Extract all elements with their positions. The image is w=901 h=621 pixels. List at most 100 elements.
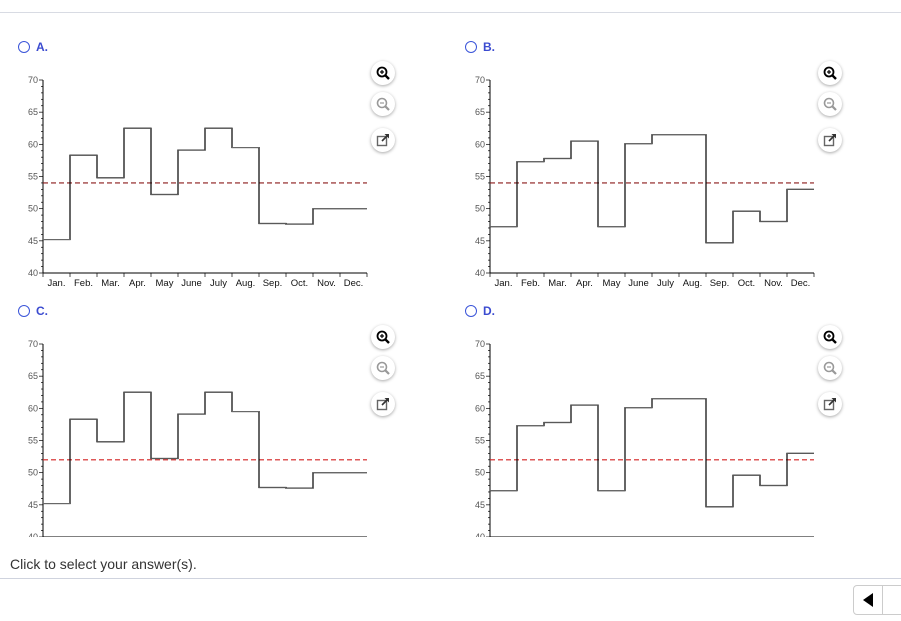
- step-line: [490, 134, 814, 244]
- zoom-out-button[interactable]: [818, 92, 842, 116]
- instruction-text: Click to select your answer(s).: [10, 556, 197, 572]
- y-tick-label: 40: [475, 268, 485, 278]
- x-tick-label: June: [181, 278, 202, 289]
- y-tick-label: 60: [475, 139, 485, 149]
- open-external-button[interactable]: [818, 128, 842, 152]
- option-label: D.: [483, 304, 495, 318]
- y-tick-label: 50: [28, 468, 38, 478]
- y-tick-label: 65: [475, 371, 485, 381]
- open-external-icon: [376, 134, 389, 147]
- x-tick-label: Aug.: [683, 278, 703, 289]
- top-divider: [0, 12, 901, 13]
- y-tick-label: 50: [475, 204, 485, 214]
- x-tick-label: Aug.: [236, 278, 256, 289]
- y-tick-label: 55: [28, 436, 38, 446]
- bottom-divider: [0, 578, 901, 579]
- zoom-in-icon: [823, 330, 837, 344]
- open-external-icon: [823, 398, 836, 411]
- x-tick-label: May: [156, 278, 174, 289]
- zoom-in-button[interactable]: [371, 325, 395, 349]
- zoom-in-button[interactable]: [371, 61, 395, 85]
- zoom-out-icon: [823, 361, 837, 375]
- y-tick-label: 70: [475, 75, 485, 85]
- x-tick-label: Dec.: [344, 278, 364, 289]
- x-tick-label: July: [657, 278, 674, 289]
- option-a[interactable]: A.: [18, 40, 48, 54]
- x-tick-label: Mar.: [101, 278, 119, 289]
- open-external-button[interactable]: [818, 392, 842, 416]
- radio-button[interactable]: [465, 41, 477, 53]
- x-tick-label: Feb.: [74, 278, 93, 289]
- open-external-button[interactable]: [371, 392, 395, 416]
- zoom-out-icon: [376, 361, 390, 375]
- x-tick-label: Apr.: [129, 278, 146, 289]
- x-tick-label: Oct.: [291, 278, 308, 289]
- zoom-in-icon: [823, 66, 837, 80]
- x-tick-label: Jan.: [48, 278, 66, 289]
- y-tick-label: 70: [28, 339, 38, 349]
- y-tick-label: 70: [28, 75, 38, 85]
- radio-button[interactable]: [465, 305, 477, 317]
- zoom-in-icon: [376, 66, 390, 80]
- zoom-in-icon: [376, 330, 390, 344]
- radio-button[interactable]: [18, 305, 30, 317]
- y-tick-label: 50: [475, 468, 485, 478]
- next-button[interactable]: [883, 586, 901, 614]
- zoom-out-button[interactable]: [371, 356, 395, 380]
- y-tick-label: 70: [475, 339, 485, 349]
- step-line: [43, 391, 367, 505]
- x-tick-label: Mar.: [548, 278, 566, 289]
- y-tick-label: 40: [28, 532, 38, 537]
- zoom-out-icon: [376, 97, 390, 111]
- y-tick-label: 40: [475, 532, 485, 537]
- navigation-buttons: [853, 585, 901, 615]
- x-tick-label: Dec.: [791, 278, 811, 289]
- y-tick-label: 60: [28, 139, 38, 149]
- option-label: C.: [36, 304, 48, 318]
- step-chart: 40455055606570Jan.Feb.Mar.Apr.MayJuneJul…: [28, 339, 367, 537]
- option-label: B.: [483, 40, 495, 54]
- option-c[interactable]: C.: [18, 304, 48, 318]
- option-label: A.: [36, 40, 48, 54]
- y-tick-label: 40: [28, 268, 38, 278]
- y-tick-label: 55: [475, 172, 485, 182]
- y-tick-label: 45: [28, 500, 38, 510]
- x-tick-label: Sep.: [710, 278, 730, 289]
- y-tick-label: 65: [28, 371, 38, 381]
- zoom-out-icon: [823, 97, 837, 111]
- radio-button[interactable]: [18, 41, 30, 53]
- x-tick-label: Oct.: [738, 278, 755, 289]
- open-external-icon: [376, 398, 389, 411]
- y-tick-label: 50: [28, 204, 38, 214]
- step-line: [490, 398, 814, 508]
- x-tick-label: Nov.: [317, 278, 336, 289]
- y-tick-label: 55: [28, 172, 38, 182]
- open-external-button[interactable]: [371, 128, 395, 152]
- step-line: [43, 127, 367, 241]
- y-tick-label: 65: [28, 107, 38, 117]
- x-tick-label: Jan.: [495, 278, 513, 289]
- y-tick-label: 60: [28, 403, 38, 413]
- y-tick-label: 55: [475, 436, 485, 446]
- zoom-in-button[interactable]: [818, 325, 842, 349]
- triangle-left-icon: [863, 593, 873, 607]
- open-external-icon: [823, 134, 836, 147]
- option-b[interactable]: B.: [465, 40, 495, 54]
- x-tick-label: July: [210, 278, 227, 289]
- y-tick-label: 45: [475, 236, 485, 246]
- zoom-out-button[interactable]: [818, 356, 842, 380]
- zoom-in-button[interactable]: [818, 61, 842, 85]
- zoom-out-button[interactable]: [371, 92, 395, 116]
- y-tick-label: 65: [475, 107, 485, 117]
- x-tick-label: June: [628, 278, 649, 289]
- x-tick-label: Apr.: [576, 278, 593, 289]
- x-tick-label: Feb.: [521, 278, 540, 289]
- step-chart: 40455055606570Jan.Feb.Mar.Apr.MayJuneJul…: [475, 339, 814, 537]
- x-tick-label: Nov.: [764, 278, 783, 289]
- option-d[interactable]: D.: [465, 304, 495, 318]
- y-tick-label: 60: [475, 403, 485, 413]
- y-tick-label: 45: [475, 500, 485, 510]
- previous-button[interactable]: [854, 586, 883, 614]
